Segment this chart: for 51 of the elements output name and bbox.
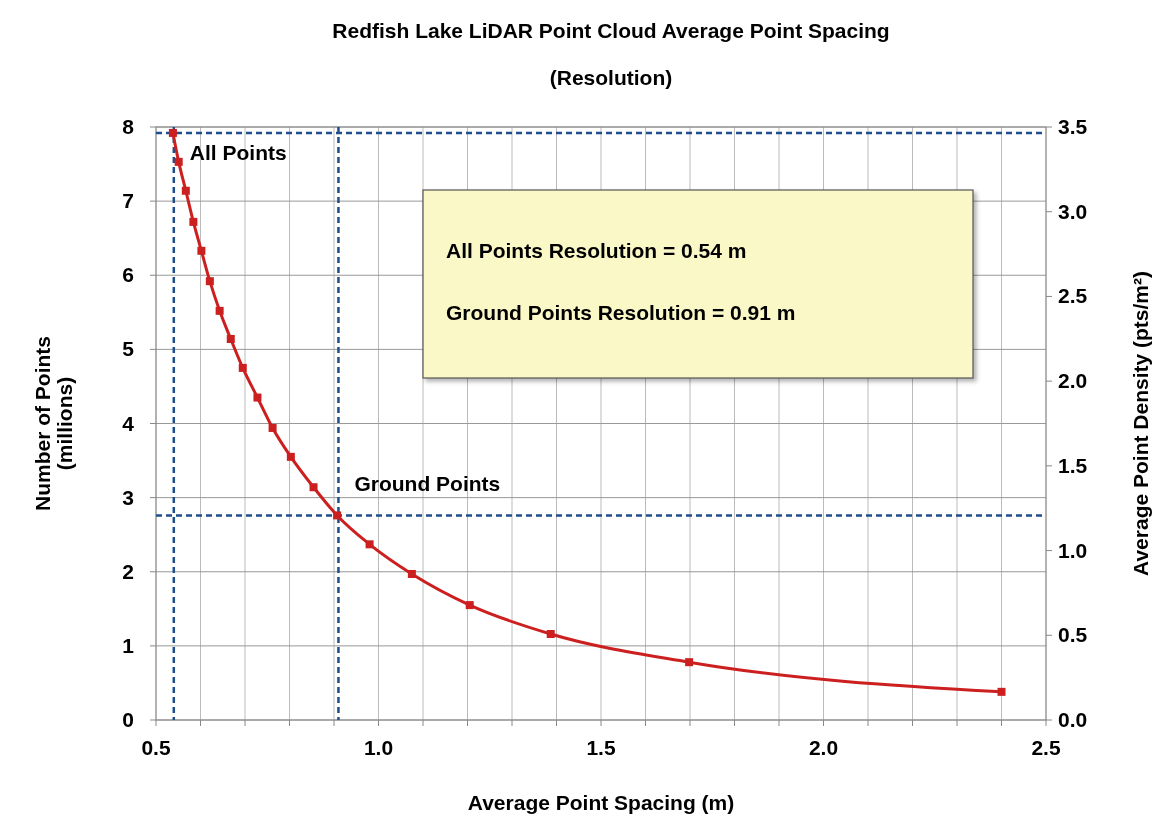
point bbox=[215, 306, 224, 315]
point bbox=[168, 128, 177, 137]
annotation: Ground Points bbox=[354, 472, 501, 496]
y2-axis-title: Average Point Density (pts/m²) bbox=[1129, 271, 1152, 576]
y-axis-title: Number of Points (millions) bbox=[31, 335, 76, 512]
point bbox=[205, 277, 214, 286]
point bbox=[174, 157, 183, 166]
point bbox=[997, 687, 1006, 696]
y-tick-label: 5 bbox=[122, 337, 135, 361]
y2-tick-label: 0.0 bbox=[1058, 708, 1088, 731]
x-tick-label: 2.5 bbox=[1031, 736, 1061, 759]
y-tick-label: 2 bbox=[122, 559, 134, 583]
y2-tick-label: 3.5 bbox=[1058, 115, 1088, 138]
x-tick-label: 1.0 bbox=[363, 736, 394, 759]
point bbox=[685, 658, 694, 667]
x-tick-label: 1.5 bbox=[586, 736, 616, 759]
y-tick-label: 1 bbox=[122, 633, 135, 657]
y-tick-label: 6 bbox=[122, 263, 134, 287]
point bbox=[365, 540, 374, 549]
y2-tick-label: 2.5 bbox=[1058, 284, 1088, 308]
point bbox=[309, 483, 318, 492]
y2-tick-label: 3.0 bbox=[1058, 199, 1088, 223]
point bbox=[226, 335, 235, 343]
y2-tick-label: 2.0 bbox=[1058, 369, 1088, 393]
y2-tick-label: 0.5 bbox=[1058, 623, 1088, 647]
y-tick-label: 7 bbox=[122, 189, 134, 213]
chart-subtitle: (Resolution) bbox=[549, 66, 673, 89]
y-tick-label: 3 bbox=[122, 485, 134, 509]
annotation: Ground Points Resolution = 0.91 m bbox=[446, 301, 796, 324]
x-axis-title: Average Point Spacing (m) bbox=[467, 791, 735, 814]
y-tick-label: 8 bbox=[122, 115, 135, 138]
point bbox=[268, 423, 277, 432]
point bbox=[333, 511, 342, 520]
point bbox=[546, 630, 555, 639]
point bbox=[197, 246, 206, 255]
point bbox=[189, 217, 198, 226]
chart-title: Redfish Lake LiDAR Point Cloud Average Point Spacing bbox=[332, 19, 890, 42]
point bbox=[238, 363, 247, 372]
point bbox=[407, 569, 416, 578]
x-tick-label: 0.5 bbox=[141, 736, 171, 759]
point bbox=[253, 393, 262, 402]
y-tick-label: 0 bbox=[122, 708, 134, 731]
point bbox=[286, 452, 295, 461]
x-tick-label: 2.0 bbox=[808, 736, 839, 759]
y2-tick-label: 1.5 bbox=[1058, 453, 1088, 477]
annotation: All Points bbox=[189, 140, 287, 164]
y2-tick-label: 1.0 bbox=[1058, 538, 1088, 562]
point bbox=[181, 186, 190, 195]
annotation: All Points Resolution = 0.54 m bbox=[446, 239, 747, 262]
point bbox=[465, 601, 474, 610]
y-tick-label: 4 bbox=[122, 411, 135, 435]
